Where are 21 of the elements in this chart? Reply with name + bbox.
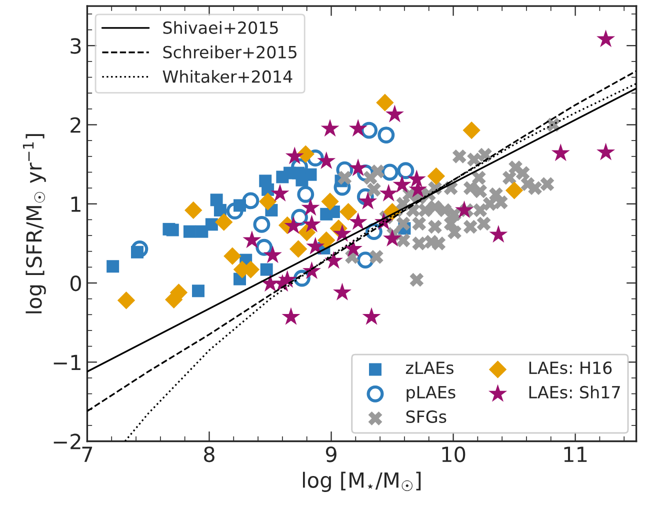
x-tick-label: 9 bbox=[326, 446, 336, 462]
x-tick-label: 11 bbox=[564, 446, 587, 462]
legend-label: zLAEs bbox=[406, 362, 454, 374]
legend-label: SFGs bbox=[406, 410, 446, 424]
x-tick-label: 8 bbox=[204, 446, 214, 462]
y-tick-label: 2 bbox=[70, 117, 80, 133]
legend-label: pLAEs bbox=[406, 386, 456, 402]
y-tick-label: 0 bbox=[70, 275, 81, 292]
x-tick-label: 7 bbox=[82, 446, 92, 462]
legend-label: Shivaei+2015 bbox=[163, 21, 278, 34]
y-tick-label: −1 bbox=[54, 354, 80, 370]
y-tick-label: 3 bbox=[70, 38, 81, 54]
legend-label: Schreiber+2015 bbox=[163, 46, 296, 58]
x-tick-label: 10 bbox=[442, 446, 466, 462]
y-axis-title: log [SFR/M$_{☉}$ yr$^{−1}$] bbox=[22, 134, 46, 314]
y-tick-label: 1 bbox=[71, 196, 80, 212]
y-tick-label: −2 bbox=[54, 434, 80, 450]
x-axis-title: log [M$_{⋆}$/M$_{☉}$] bbox=[302, 472, 421, 492]
legend-label: LAEs: Sh17 bbox=[529, 386, 620, 399]
legend-label: Whitaker+2014 bbox=[162, 70, 292, 83]
legend-label: LAEs: H16 bbox=[529, 361, 612, 374]
